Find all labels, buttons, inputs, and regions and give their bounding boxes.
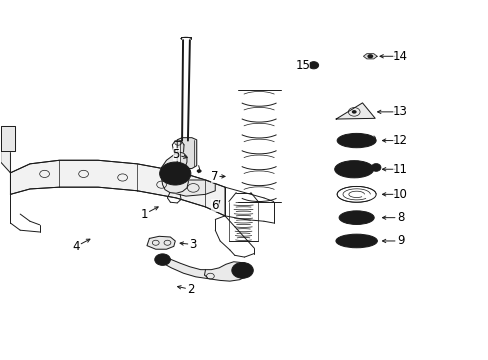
Circle shape <box>167 168 183 179</box>
Circle shape <box>196 169 201 173</box>
Polygon shape <box>0 134 10 173</box>
Circle shape <box>237 267 247 274</box>
Polygon shape <box>171 180 215 196</box>
Circle shape <box>351 110 356 114</box>
Text: 12: 12 <box>392 134 407 147</box>
Circle shape <box>172 171 178 176</box>
Ellipse shape <box>343 237 369 245</box>
Circle shape <box>159 257 165 262</box>
Text: 8: 8 <box>396 211 404 224</box>
Circle shape <box>366 54 372 58</box>
Ellipse shape <box>346 137 365 144</box>
Polygon shape <box>335 103 374 119</box>
Polygon shape <box>363 54 376 59</box>
Text: 11: 11 <box>392 163 407 176</box>
Ellipse shape <box>335 234 377 248</box>
Polygon shape <box>177 138 196 168</box>
Circle shape <box>311 64 315 67</box>
Text: 13: 13 <box>392 105 407 118</box>
Circle shape <box>155 254 170 265</box>
Polygon shape <box>0 126 15 151</box>
Text: 7: 7 <box>210 170 218 183</box>
Polygon shape <box>147 236 175 249</box>
Ellipse shape <box>350 216 362 220</box>
Text: 2: 2 <box>187 283 194 296</box>
Text: 6: 6 <box>211 199 219 212</box>
Text: 15: 15 <box>295 59 310 72</box>
Text: 10: 10 <box>392 188 407 201</box>
Ellipse shape <box>338 211 373 225</box>
Polygon shape <box>10 160 224 216</box>
Polygon shape <box>160 257 249 281</box>
Circle shape <box>308 62 318 69</box>
Text: 1: 1 <box>141 208 148 221</box>
Ellipse shape <box>342 135 370 145</box>
Circle shape <box>231 262 253 278</box>
Ellipse shape <box>336 134 375 148</box>
Text: 4: 4 <box>72 240 80 253</box>
Circle shape <box>159 162 190 185</box>
Circle shape <box>172 169 177 173</box>
Ellipse shape <box>345 214 367 222</box>
Text: 14: 14 <box>392 50 407 63</box>
Text: 9: 9 <box>396 234 404 247</box>
Ellipse shape <box>334 161 373 178</box>
Polygon shape <box>161 152 188 193</box>
Ellipse shape <box>370 163 380 171</box>
Text: 3: 3 <box>189 238 197 251</box>
Text: 5: 5 <box>172 148 180 161</box>
